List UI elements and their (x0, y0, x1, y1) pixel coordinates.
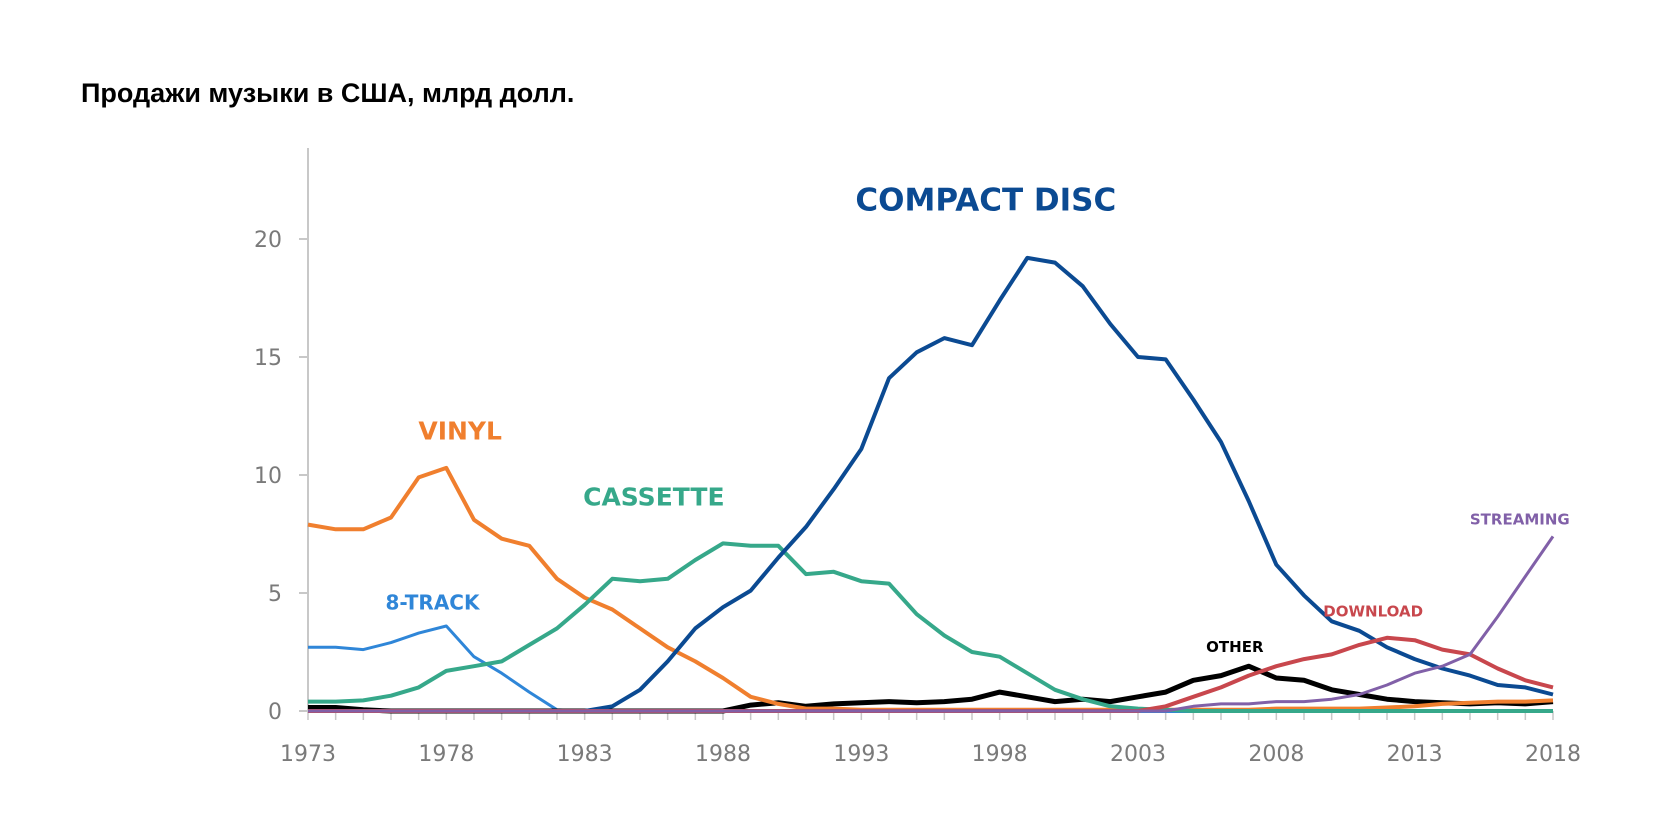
series-label-8-track: 8-TRACK (386, 591, 481, 615)
series-line-streaming (308, 535, 1555, 713)
series-line-other (308, 663, 1554, 714)
x-tick-label: 1978 (418, 742, 474, 767)
series-label-streaming: STREAMING (1470, 511, 1570, 529)
x-tick-label: 2013 (1387, 742, 1443, 767)
series-labels: COMPACT DISC VINYL CASSETTE 8-TRACK OTHER DOW… (386, 183, 1570, 656)
series-line-cassette (308, 541, 1553, 713)
y-tick-label: 0 (268, 700, 282, 725)
y-tick-label: 15 (254, 346, 282, 371)
series-line-8-track (308, 624, 1553, 713)
x-tick-label: 1998 (972, 742, 1028, 767)
series-line-vinyl (307, 465, 1554, 712)
series-label-cassette: CASSETTE (583, 483, 724, 512)
x-tick-label: 2018 (1525, 742, 1581, 767)
series-label-download: DOWNLOAD (1323, 603, 1423, 621)
y-tick-label: 10 (254, 464, 282, 489)
series-label-vinyl: VINYL (418, 417, 502, 446)
x-tick-label: 1993 (833, 742, 889, 767)
x-tick-label: 1983 (557, 742, 613, 767)
axes: 0 5 10 15 20 1973 1978 1983 1988 1993 1998 2003 2008… (254, 148, 1581, 767)
x-tick-label: 2008 (1248, 742, 1304, 767)
x-tick-label: 2003 (1110, 742, 1166, 767)
series-label-compact-disc: COMPACT DISC (855, 183, 1116, 219)
series-label-other: OTHER (1206, 638, 1264, 656)
y-tick-label: 20 (254, 228, 282, 253)
y-tick-label: 5 (268, 582, 282, 607)
x-tick-label: 1988 (695, 742, 751, 767)
series-lines (307, 255, 1555, 714)
x-tick-label: 1973 (280, 742, 336, 767)
page-title: Продажи музыки в США, млрд долл. (81, 78, 575, 108)
